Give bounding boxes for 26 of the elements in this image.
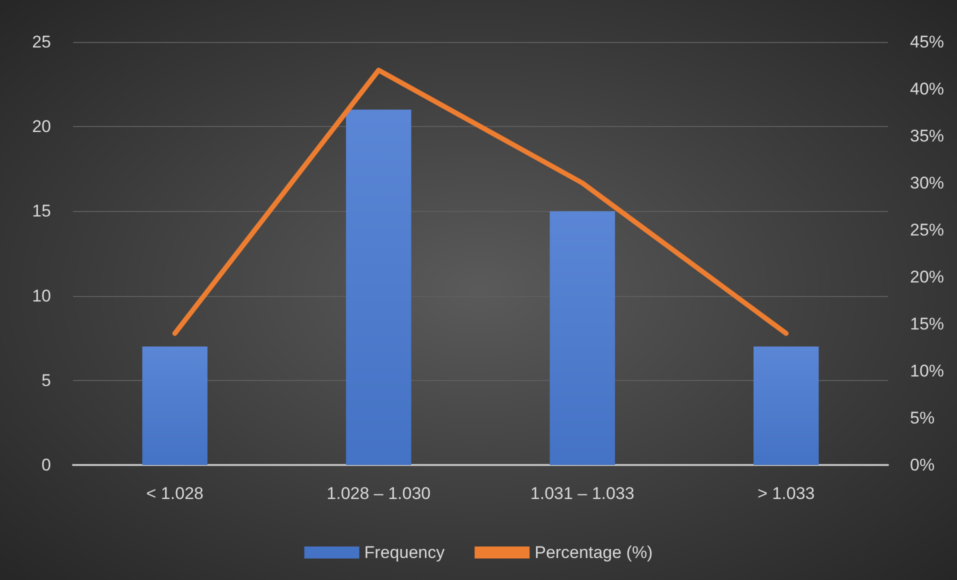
bar [346,110,412,465]
bar [550,211,615,465]
x-tick-label: < 1.028 [146,484,204,503]
y2-tick-label: 45% [910,32,944,52]
y2-tick-label: 30% [910,174,944,192]
y-tick-label: 5 [42,370,51,390]
x-tick-label: 1.028 – 1.030 [326,484,431,503]
y2-tick-label: 25% [910,220,944,240]
y2-tick-label: 5% [910,408,935,428]
y2-tick-label: 10% [910,362,944,380]
y2-tick-label: 15% [910,314,944,334]
y-tick-label: 0 [42,456,51,474]
y-tick-label: 10 [32,286,51,306]
y2-tick-label: 0% [910,456,935,474]
y-tick-label: 25 [32,32,51,52]
bar [142,346,208,465]
legend-label: Percentage (%) [534,543,653,562]
x-tick-label: > 1.033 [758,484,815,503]
bar [754,346,819,465]
y-tick-label: 15 [32,202,51,221]
x-tick-label: 1.031 – 1.033 [530,484,634,503]
y2-tick-label: 20% [910,268,944,286]
y-tick-label: 20 [32,117,51,136]
legend-label: Frequency [364,543,446,562]
y2-tick-label: 35% [910,126,944,146]
y2-tick-label: 40% [910,80,944,98]
